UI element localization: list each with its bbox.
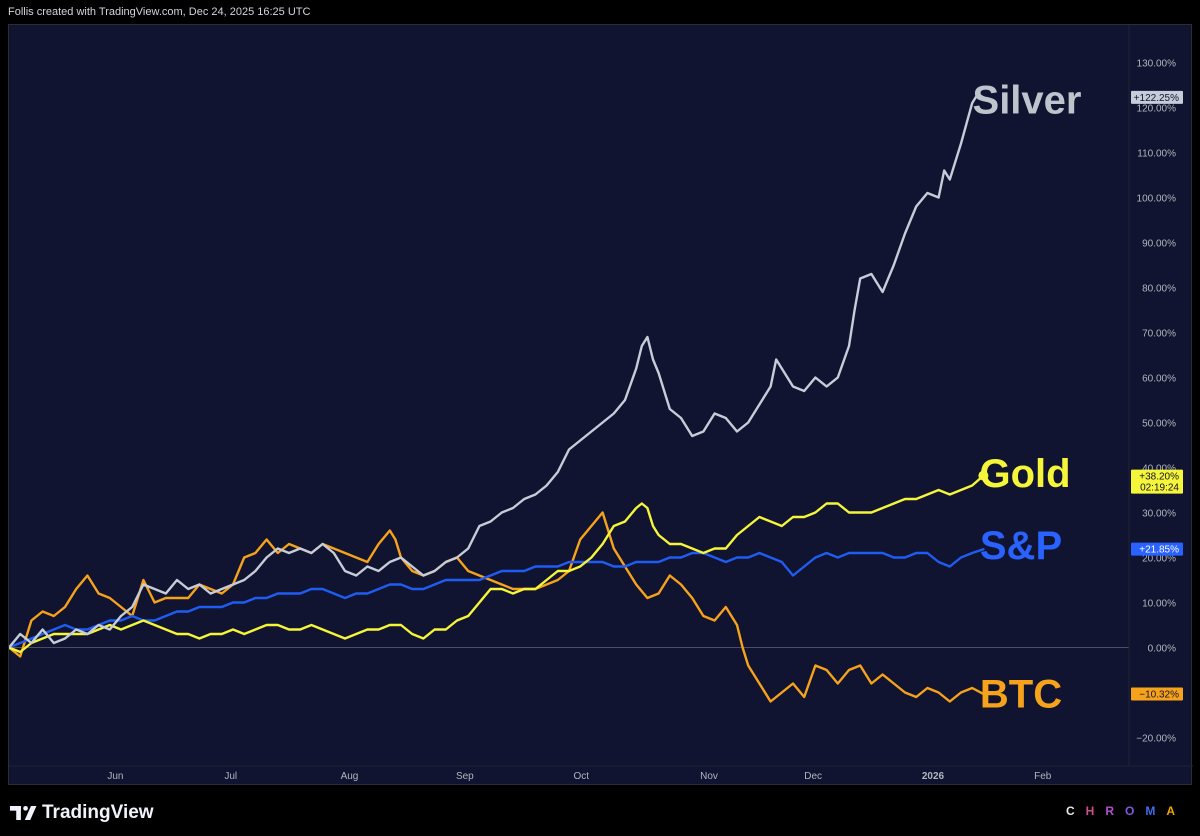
series-line-gold[interactable] (9, 474, 985, 654)
end-value-badge: +122.25% (1134, 93, 1179, 104)
y-tick-label: 10.00% (1142, 599, 1176, 610)
chroma-letter: M (1145, 804, 1167, 818)
y-tick-label: 0.00% (1148, 644, 1176, 655)
y-tick-label: −20.00% (1136, 734, 1176, 745)
chroma-letter: O (1124, 804, 1146, 818)
series-line-sp[interactable] (9, 548, 985, 649)
x-tick-label: Dec (804, 771, 822, 782)
y-tick-label: 130.00% (1137, 59, 1177, 70)
end-value-badge-countdown: 02:19:24 (1140, 483, 1179, 494)
x-tick-label: Jun (107, 771, 123, 782)
x-tick-label: Nov (700, 771, 718, 782)
tradingview-brand-text: TradingView (42, 802, 154, 823)
comparison-chart[interactable]: −20.00%−10.00%0.00%10.00%20.00%30.00%40.… (9, 25, 1193, 786)
x-tick-label: Jul (224, 771, 237, 782)
series-label-silver: Silver (973, 79, 1082, 123)
y-tick-label: 100.00% (1137, 194, 1177, 205)
chart-panel[interactable]: −20.00%−10.00%0.00%10.00%20.00%30.00%40.… (8, 24, 1193, 786)
gold-last-point-marker (978, 470, 989, 481)
y-tick-label: 80.00% (1142, 284, 1176, 295)
end-value-badge-bg (1131, 687, 1183, 701)
series-label-gold: Gold (979, 452, 1070, 496)
y-tick-label: 120.00% (1137, 104, 1177, 115)
series-line-btc[interactable] (9, 511, 985, 703)
y-tick-label: 110.00% (1137, 149, 1176, 160)
end-value-badge: −10.32% (1139, 689, 1179, 700)
series-label-sp: S&P (980, 524, 1062, 568)
end-value-badge-bg (1131, 542, 1183, 556)
x-tick-label: Aug (341, 771, 359, 782)
end-value-badge: +21.85% (1139, 545, 1179, 556)
tradingview-logo[interactable]: TradingView (10, 802, 154, 824)
chroma-letter: C (1065, 804, 1086, 818)
series-label-btc: BTC (980, 673, 1062, 717)
chart-footer: TradingView CHROMA (0, 786, 1200, 836)
x-tick-label: Feb (1034, 771, 1052, 782)
chroma-letter: R (1105, 804, 1125, 818)
end-value-badge-bg (1131, 469, 1183, 494)
y-tick-label: 40.00% (1142, 464, 1176, 475)
x-tick-label: 2026 (922, 771, 945, 782)
tradingview-logo-icon (10, 806, 37, 820)
series-line-silver[interactable] (9, 92, 985, 649)
y-tick-label: 50.00% (1142, 419, 1176, 430)
y-tick-label: 60.00% (1142, 374, 1176, 385)
y-tick-label: 70.00% (1142, 329, 1176, 340)
chart-header: Follis created with TradingView.com, Dec… (0, 0, 1200, 24)
x-tick-label: Sep (456, 771, 474, 782)
x-tick-label: Oct (574, 771, 590, 782)
y-tick-label: 30.00% (1142, 509, 1176, 520)
chroma-letter: A (1166, 804, 1186, 818)
y-tick-label: 20.00% (1142, 554, 1176, 565)
chart-attribution: Follis created with TradingView.com, Dec… (8, 6, 311, 18)
chroma-watermark: CHROMA (1066, 804, 1186, 818)
chroma-letter: H (1085, 804, 1106, 818)
y-tick-label: 90.00% (1142, 239, 1176, 250)
end-value-badge-bg (1131, 90, 1183, 104)
end-value-badge: +38.20% (1139, 472, 1179, 483)
